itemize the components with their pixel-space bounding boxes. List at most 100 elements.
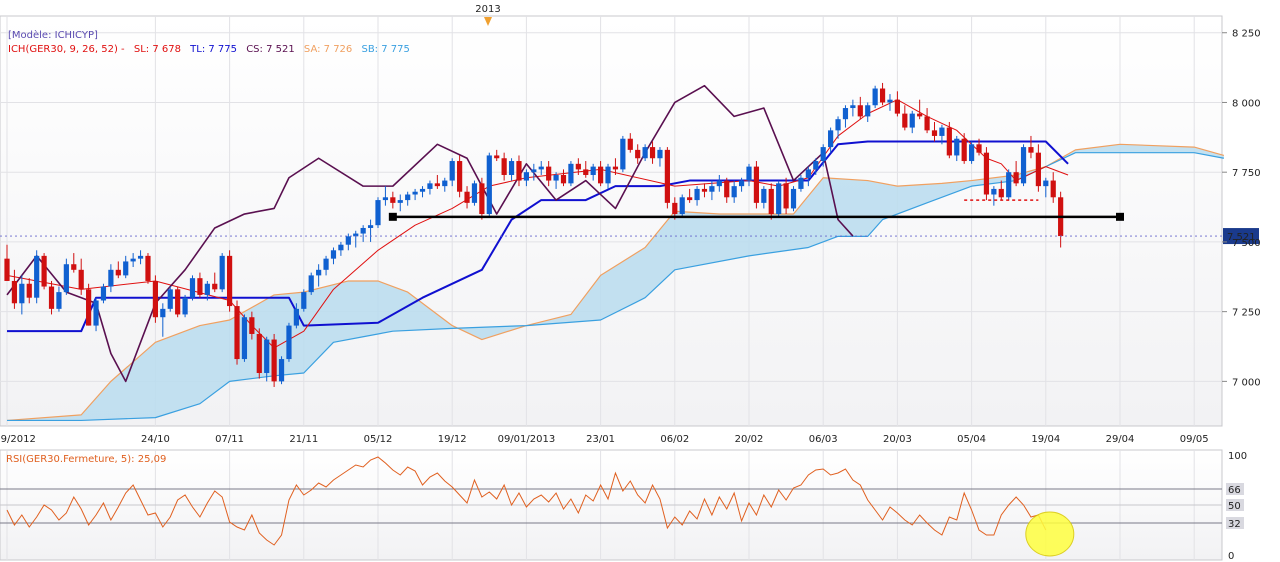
candle-body: [449, 161, 455, 181]
candle-body: [560, 174, 567, 184]
candle-body: [894, 99, 900, 114]
candle-body: [78, 269, 84, 290]
candle-body: [330, 250, 337, 259]
candle-body: [969, 144, 975, 162]
rsi-tick-badge: [1226, 517, 1244, 529]
candle-body: [234, 306, 240, 360]
candle-body: [976, 144, 982, 153]
candle-body: [427, 183, 433, 189]
candle-body: [1043, 180, 1049, 187]
rsi-tick-label: 32: [1228, 519, 1241, 530]
x-tick-label: 25/09/2012: [0, 434, 36, 445]
candle-body: [182, 297, 188, 315]
x-tick-label: 07/11: [215, 434, 244, 445]
candle-body: [865, 105, 871, 117]
legend-cs: CS: 7 521: [246, 44, 295, 55]
candle-body: [479, 183, 485, 215]
x-tick-label: 19/04: [1031, 434, 1060, 445]
candle-body: [998, 188, 1004, 198]
legend-sl: SL: 7 678: [134, 44, 181, 55]
candle-body: [471, 183, 478, 203]
x-tick-label: 20/03: [883, 434, 912, 445]
candle-body: [197, 278, 203, 295]
candle-body: [687, 197, 693, 201]
candle-body: [857, 105, 863, 117]
support-handle-start: [388, 212, 397, 221]
candle-body: [709, 186, 715, 192]
candle-body: [405, 194, 411, 201]
candle-body: [145, 255, 151, 281]
candle-body: [486, 155, 492, 215]
candle-body: [813, 161, 819, 170]
candle-body: [605, 166, 611, 184]
candle-body: [828, 130, 834, 148]
candle-body: [1050, 180, 1056, 198]
candle-body: [768, 188, 774, 215]
candle-body: [694, 188, 700, 201]
candle-body: [271, 339, 277, 382]
kumo-fill: [7, 144, 1224, 421]
candle-body: [679, 197, 685, 215]
candle-body: [323, 258, 329, 270]
year-marker-triangle: [484, 17, 492, 26]
candle-body: [219, 255, 225, 290]
ichimoku-cloud: [7, 144, 1224, 421]
candle-body: [108, 269, 114, 287]
candle-body: [48, 286, 55, 309]
candle-body: [568, 163, 574, 184]
rsi-tick-label: 50: [1228, 501, 1241, 512]
candle-body: [924, 116, 930, 131]
candle-body: [753, 166, 760, 203]
y-tick-label: 8 250: [1232, 29, 1261, 40]
candle-body: [842, 108, 849, 120]
x-tick-label: 24/10: [141, 434, 170, 445]
rsi-series: [0, 456, 1222, 557]
candle-body: [494, 155, 500, 159]
candle-body: [731, 186, 737, 198]
x-tick-label: 09/01/2013: [498, 434, 556, 445]
legend-indicator: ICH(GER30, 9, 26, 52) -: [8, 44, 125, 55]
candle-body: [939, 127, 945, 136]
candle-body: [761, 188, 767, 203]
x-tick-label: 05/12: [364, 434, 393, 445]
x-tick-label: 19/12: [438, 434, 467, 445]
svg-text:ICH(GER30, 9, 26, 52) -: ICH(GER30, 9, 26, 52) - SL: 7 678 TL: 7 …: [8, 44, 410, 55]
candle-body: [152, 280, 158, 318]
candle-body: [724, 180, 730, 198]
candle-body: [531, 169, 537, 173]
rsi-axis: 100 66 50 32 0: [1226, 451, 1247, 562]
candle-body: [961, 138, 967, 162]
rsi-tick-label: 100: [1228, 451, 1247, 462]
candle-body: [887, 99, 893, 103]
candle-body: [175, 289, 181, 315]
candle-body: [931, 130, 938, 136]
candle-body: [701, 188, 708, 192]
rsi-tick-badge: [1226, 483, 1244, 495]
candle-body: [301, 292, 307, 309]
candle-body: [464, 191, 470, 203]
candle-body: [879, 88, 886, 103]
x-tick-label: 09/05: [1180, 434, 1209, 445]
candle-body: [189, 278, 196, 298]
candle-body: [917, 113, 923, 117]
candle-body: [657, 149, 663, 159]
candle-body: [776, 183, 782, 215]
candle-body: [783, 183, 789, 209]
candle-body: [1020, 147, 1027, 184]
candle-body: [382, 197, 389, 201]
candle-body: [308, 275, 314, 293]
candle-body: [360, 227, 366, 234]
candle-body: [501, 158, 507, 175]
chart-overlays: 7 521: [0, 199, 1259, 245]
candle-body: [286, 325, 292, 360]
candle-body: [598, 166, 604, 184]
x-tick-label: 06/02: [660, 434, 689, 445]
candle-body: [1028, 147, 1034, 153]
candle-body: [26, 283, 32, 298]
rsi-line: [6, 456, 1047, 546]
candle-body: [434, 183, 440, 187]
candle-body: [345, 236, 351, 245]
candle-body: [41, 255, 47, 287]
